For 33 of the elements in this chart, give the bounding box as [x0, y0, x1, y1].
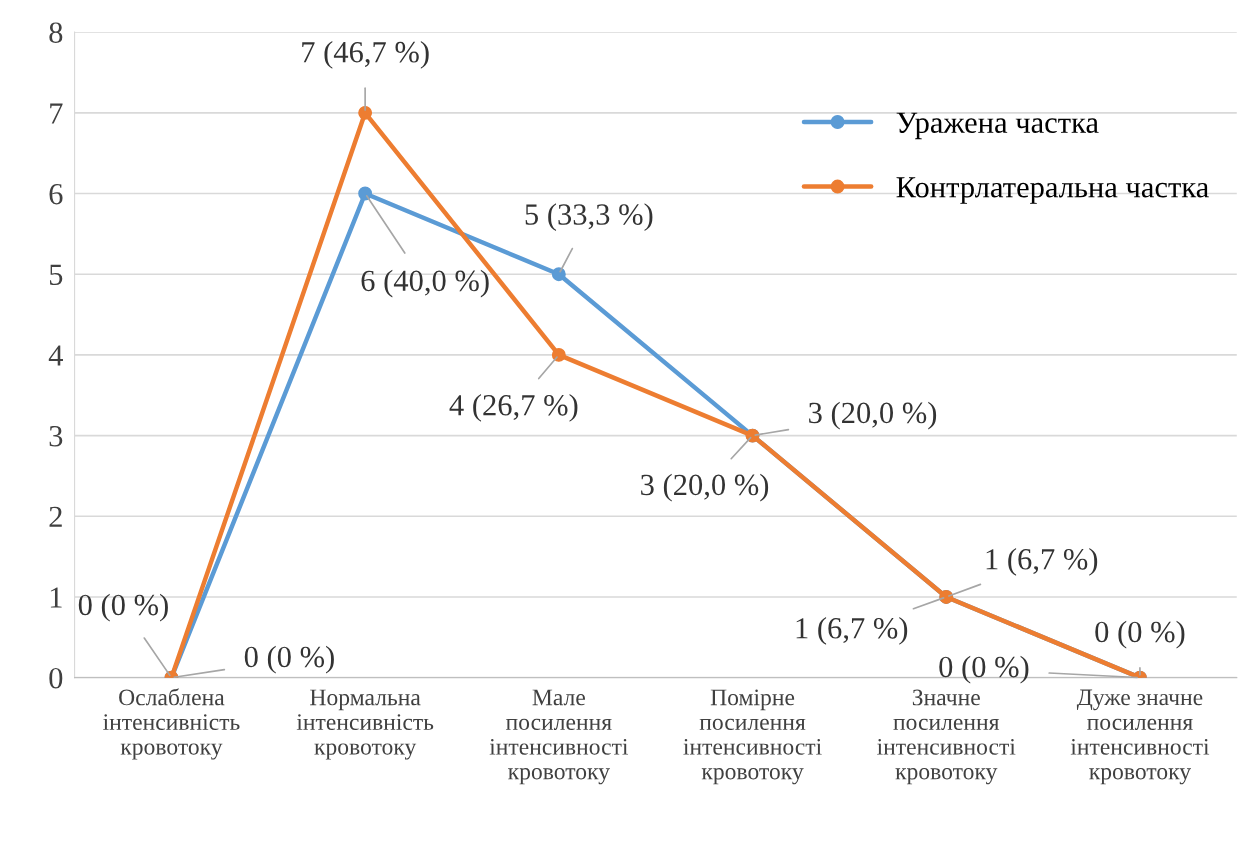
- point: [551, 347, 566, 362]
- y-tick-label: 4: [48, 345, 63, 366]
- x-tick-label: Ослаблена інтенсивність кровотоку: [103, 688, 240, 760]
- y-tick-label: 7: [50, 103, 63, 124]
- point: [358, 105, 373, 120]
- data-label: 5 (33,3 %): [525, 203, 653, 232]
- x-tick-label: Дуже значне посилення інтенсивності кровотоку: [1070, 689, 1210, 785]
- data-label: 3 (20,0 %): [809, 401, 937, 430]
- data-label: 3 (20,0 %): [641, 473, 769, 502]
- point: [551, 267, 566, 282]
- y-tick-label: 6: [49, 183, 63, 205]
- legend-label: Контрлатеральна частка: [896, 177, 1209, 204]
- data-label: 1 (6,7 %): [796, 617, 908, 645]
- data-label: 4 (26,7 %): [449, 394, 578, 422]
- y-tick-label: 0: [49, 667, 63, 689]
- x-tick-label: Помірне посилення інтенсивності кровотоку: [683, 689, 822, 785]
- y-tick-label: 1: [50, 587, 62, 608]
- point: [358, 186, 373, 201]
- y-tick-label: 5: [49, 264, 63, 286]
- y-tick-label: 2: [49, 506, 62, 527]
- data-label: 0 (0 %): [1095, 620, 1185, 649]
- data-label: 0 (0 %): [78, 593, 168, 622]
- x-tick-label: Нормальна інтенсивність кровотоку: [296, 689, 434, 760]
- x-tick-label: Мале посилення інтенсивності кровотоку: [489, 689, 629, 785]
- data-label: 7 (46,7 %): [302, 40, 429, 69]
- x-tick-label: Значне посилення інтенсивності кровотоку: [877, 689, 1016, 785]
- data-label: 6 (40,0 %): [361, 269, 489, 298]
- data-label: 1 (6,7 %): [986, 548, 1098, 576]
- legend-label: Уражена частка: [896, 112, 1099, 140]
- y-tick-label: 3: [49, 425, 63, 447]
- data-label: 0 (0 %): [244, 645, 334, 674]
- data-label: 0 (0 %): [939, 655, 1029, 684]
- y-tick-label: 8: [49, 22, 63, 44]
